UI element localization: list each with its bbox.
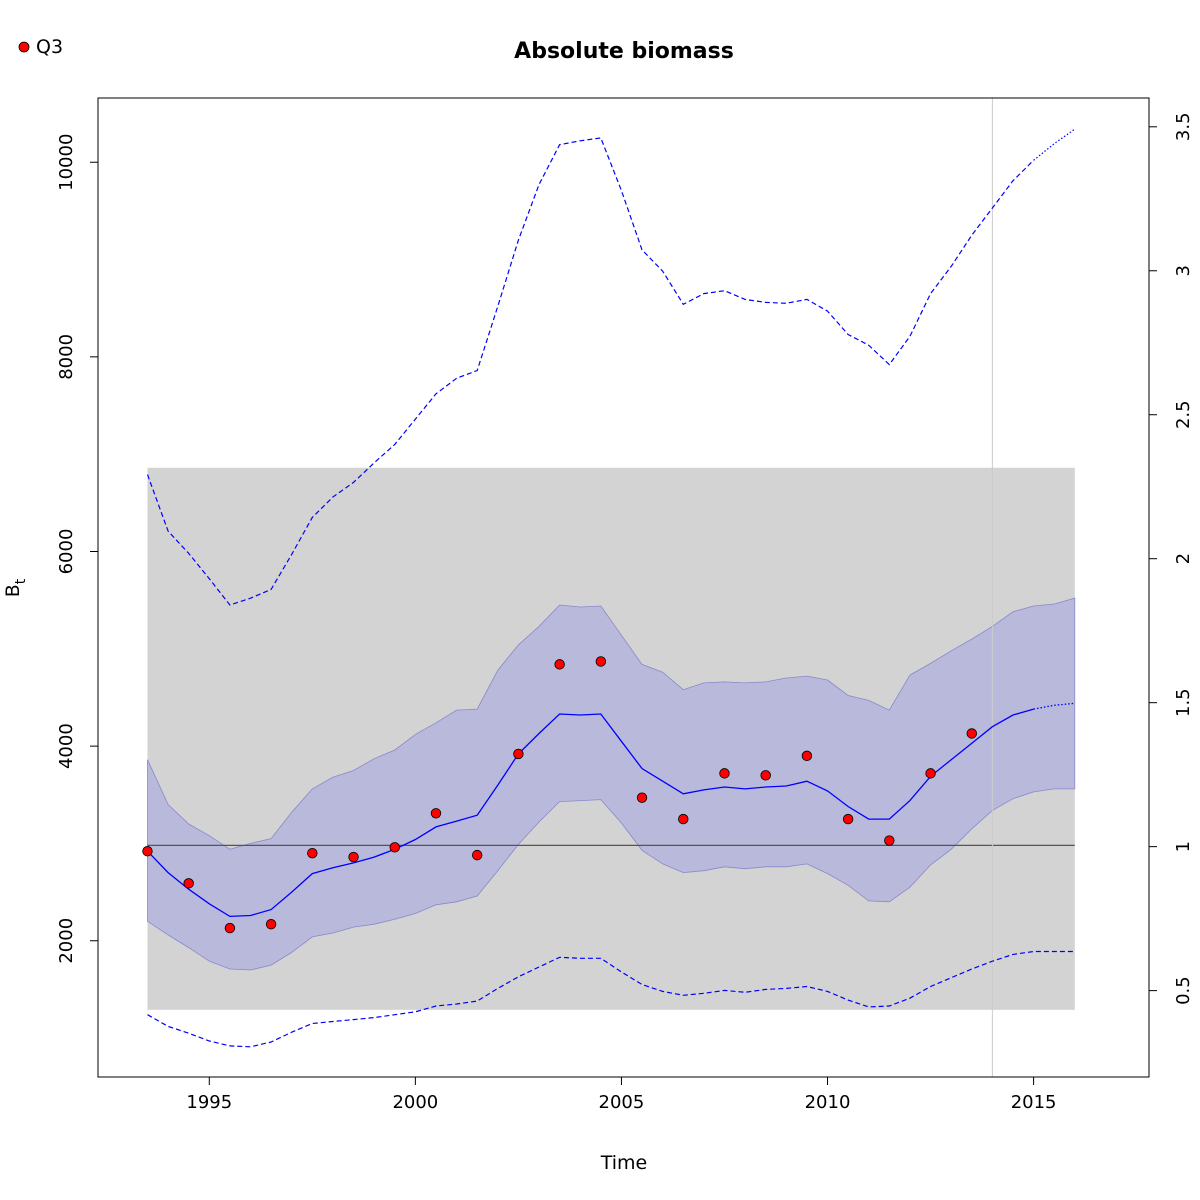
svg-text:Bt: Bt: [2, 578, 29, 597]
x-tick-label: 1995: [186, 1092, 232, 1113]
observation-point-q3: [265, 919, 277, 930]
y2-tick-label: 1.5: [1173, 688, 1194, 717]
credible-interval-layer: [147, 597, 1076, 971]
observation-point-q3: [801, 750, 813, 762]
upper-bound-dashed-line: [146, 137, 1035, 606]
observation-points-layer: [142, 656, 977, 934]
observation-point-q3: [348, 851, 359, 863]
y-axis-label-subscript: t: [13, 578, 29, 584]
chart-title: Absolute biomass: [514, 39, 734, 64]
legend-label-q3: Q3: [36, 36, 63, 58]
y2-tick-label: 3: [1173, 265, 1194, 276]
observation-point-q3: [471, 849, 483, 861]
observation-point-q3: [925, 768, 936, 779]
observation-point-q3: [142, 846, 153, 857]
y2-tick-label: 2: [1173, 553, 1194, 564]
y-axis-label-group: Bt: [2, 578, 29, 597]
observation-point-q3: [224, 922, 236, 934]
reference-line-layer: [147, 98, 1075, 1077]
y-tick-label: 4000: [56, 723, 77, 769]
observation-point-q3: [513, 748, 524, 760]
observation-point-q3: [842, 813, 854, 825]
y2-tick-label: 2.5: [1173, 400, 1194, 429]
axes-layer: 1995 2000 2005 2010 2015 2000 4000 6000 8000 1000…: [56, 112, 1194, 1113]
observation-point-q3: [678, 813, 689, 825]
observation-point-q3: [884, 835, 895, 846]
upper-bound-projection-line: [1033, 128, 1076, 161]
x-axis-label: Time: [600, 1152, 648, 1174]
x-tick-label: 2010: [805, 1092, 851, 1113]
observation-point-q3: [595, 656, 607, 667]
observation-point-q3: [760, 770, 771, 781]
plot-frame: [97, 97, 1150, 1078]
observation-point-q3: [719, 768, 730, 779]
x-tick-label: 2000: [392, 1092, 438, 1113]
x-tick-label: 2015: [1011, 1092, 1057, 1113]
x-tick-label: 2005: [599, 1092, 645, 1113]
y2-tick-label: 0.5: [1173, 976, 1194, 1005]
y-axis-label: B: [2, 584, 24, 597]
credible-interval-band: [147, 597, 1076, 971]
observation-point-q3: [430, 808, 442, 819]
legend-marker-q3: [18, 41, 30, 53]
observation-point-q3: [183, 878, 194, 889]
observation-point-q3: [307, 847, 318, 859]
lower-bound-dashed-line: [147, 950, 1075, 1048]
observation-point-q3: [554, 659, 565, 670]
observation-point-q3: [966, 728, 977, 739]
y2-tick-label: 3.5: [1173, 112, 1194, 141]
y-tick-label: 6000: [56, 529, 77, 575]
series-lines-layer: [146, 128, 1076, 1048]
y-tick-label: 2000: [56, 918, 77, 964]
median-biomass-line: [147, 708, 1034, 918]
observation-point-q3: [636, 792, 648, 803]
observation-point-q3: [389, 842, 400, 853]
y-tick-label: 10000: [56, 134, 77, 191]
legend: Q3: [18, 36, 63, 58]
y2-tick-label: 1: [1173, 841, 1194, 852]
y-tick-label: 8000: [56, 334, 77, 380]
